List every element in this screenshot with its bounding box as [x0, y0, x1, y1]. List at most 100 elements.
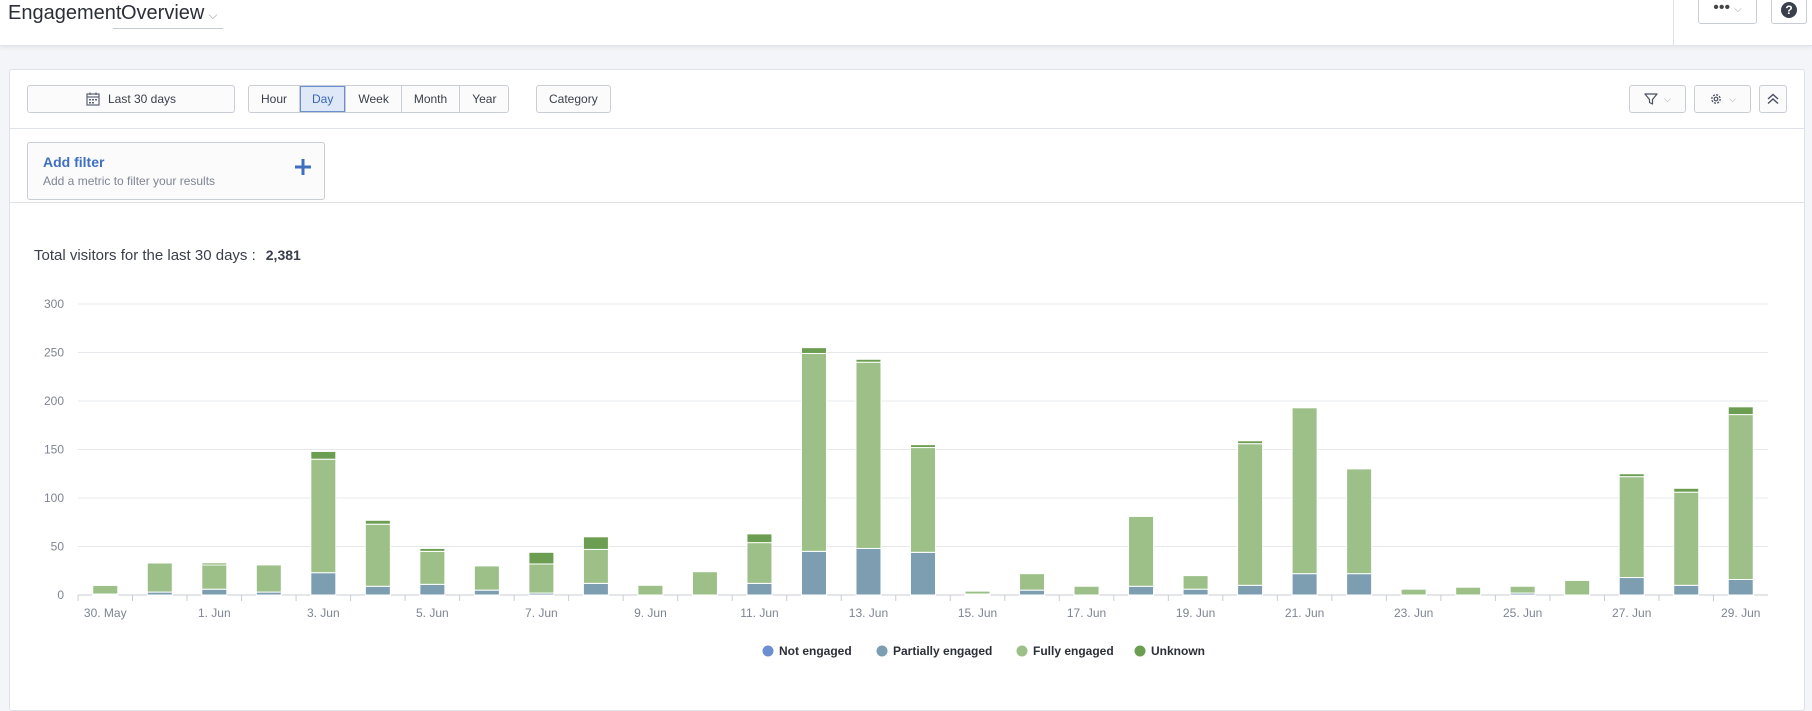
- bar-fully-engaged[interactable]: [1455, 586, 1482, 596]
- calendar-icon: [86, 92, 100, 106]
- bar-partially-engaged[interactable]: [1182, 588, 1209, 596]
- chevron-down-icon: ⌵: [1664, 93, 1671, 104]
- bar-partially-engaged[interactable]: [473, 589, 500, 596]
- report-panel: Last 30 days Hour Day Week Month Year Ca…: [9, 69, 1805, 711]
- bar-partially-engaged[interactable]: [800, 550, 827, 596]
- add-filter-button[interactable]: Add filter Add a metric to filter your r…: [27, 142, 325, 200]
- granularity-year[interactable]: Year: [460, 86, 509, 112]
- bar-partially-engaged[interactable]: [1618, 577, 1645, 596]
- legend-marker: [762, 645, 774, 657]
- bar-partially-engaged[interactable]: [855, 547, 882, 596]
- bar-unknown[interactable]: [1618, 473, 1645, 478]
- total-visitors: Total visitors for the last 30 days : 2,3…: [34, 247, 301, 264]
- bar-unknown[interactable]: [419, 547, 446, 552]
- bar-partially-engaged[interactable]: [1673, 584, 1700, 596]
- legend-item[interactable]: Not engaged: [779, 644, 852, 658]
- bar-partially-engaged[interactable]: [201, 588, 228, 596]
- bar-partially-engaged[interactable]: [419, 583, 446, 596]
- bar-fully-engaged[interactable]: [1073, 585, 1100, 596]
- bar-partially-engaged[interactable]: [1128, 585, 1155, 596]
- bar-fully-engaged[interactable]: [1346, 468, 1373, 575]
- bar-partially-engaged[interactable]: [1019, 589, 1046, 596]
- bar-unknown[interactable]: [310, 450, 337, 460]
- bar-fully-engaged[interactable]: [528, 563, 555, 594]
- legend-item[interactable]: Unknown: [1151, 644, 1205, 658]
- bar-fully-engaged[interactable]: [1618, 476, 1645, 579]
- bar-partially-engaged[interactable]: [364, 585, 391, 596]
- bar-unknown[interactable]: [528, 551, 555, 565]
- x-axis-ticks: 30. May 1. Jun 3. Jun 5. Jun 7. Jun 9. Jun 11.…: [77, 595, 1760, 620]
- bar-fully-engaged[interactable]: [800, 352, 827, 552]
- bar-fully-engaged[interactable]: [910, 447, 936, 553]
- bar-fully-engaged[interactable]: [364, 523, 391, 587]
- bar-fully-engaged[interactable]: [1019, 573, 1046, 591]
- more-options-button[interactable]: ••• ⌵: [1698, 0, 1757, 24]
- bar-unknown[interactable]: [201, 562, 228, 566]
- bar-partially-engaged[interactable]: [310, 572, 337, 596]
- bar-unknown[interactable]: [855, 358, 882, 363]
- bar-fully-engaged[interactable]: [582, 548, 609, 584]
- bar-partially-engaged[interactable]: [582, 582, 609, 596]
- granularity-month[interactable]: Month: [401, 86, 461, 112]
- x-tick-label: 23. Jun: [1394, 606, 1433, 620]
- bar-unknown[interactable]: [582, 536, 609, 550]
- legend-item[interactable]: Partially engaged: [893, 644, 992, 658]
- bar-fully-engaged[interactable]: [1128, 515, 1155, 587]
- bar-fully-engaged[interactable]: [255, 564, 282, 593]
- settings-menu-button[interactable]: ⌵: [1694, 85, 1751, 113]
- add-filter-subtitle: Add a metric to filter your results: [43, 174, 216, 188]
- bar-fully-engaged[interactable]: [1673, 491, 1700, 586]
- legend-item[interactable]: Fully engaged: [1033, 644, 1114, 658]
- bar-fully-engaged[interactable]: [1727, 414, 1754, 580]
- bar-fully-engaged[interactable]: [1400, 588, 1427, 596]
- x-tick-label: 27. Jun: [1612, 606, 1651, 620]
- bar-fully-engaged[interactable]: [746, 542, 773, 584]
- bar-fully-engaged[interactable]: [1237, 443, 1264, 586]
- y-tick-label: 150: [44, 443, 64, 457]
- bar-unknown[interactable]: [92, 583, 119, 586]
- bar-fully-engaged[interactable]: [1509, 585, 1536, 594]
- bar-partially-engaged[interactable]: [1237, 584, 1264, 596]
- bar-fully-engaged[interactable]: [419, 550, 446, 585]
- plus-icon: [295, 159, 311, 175]
- bar-partially-engaged[interactable]: [1346, 573, 1373, 596]
- bar-fully-engaged[interactable]: [92, 584, 119, 595]
- bar-partially-engaged[interactable]: [746, 582, 773, 596]
- date-range-button[interactable]: Last 30 days: [27, 85, 235, 113]
- bar-partially-engaged[interactable]: [910, 551, 936, 596]
- granularity-week[interactable]: Week: [346, 86, 402, 112]
- bar-fully-engaged[interactable]: [691, 571, 718, 596]
- granularity-day[interactable]: Day: [300, 86, 347, 112]
- x-tick-label: 13. Jun: [849, 606, 888, 620]
- chart-bars: [92, 347, 1754, 596]
- bar-partially-engaged[interactable]: [1291, 573, 1318, 596]
- bar-unknown[interactable]: [1237, 440, 1264, 445]
- bar-partially-engaged[interactable]: [1727, 578, 1754, 596]
- view-selector[interactable]: Overview ⌵: [113, 2, 224, 29]
- bar-fully-engaged[interactable]: [1182, 575, 1209, 590]
- bar-unknown[interactable]: [746, 533, 773, 544]
- bar-fully-engaged[interactable]: [1291, 407, 1318, 575]
- help-button[interactable]: ?: [1771, 0, 1807, 24]
- double-chevron-up-icon: [1767, 93, 1779, 105]
- granularity-hour[interactable]: Hour: [249, 86, 301, 112]
- bar-unknown[interactable]: [910, 444, 936, 449]
- bar-fully-engaged[interactable]: [473, 565, 500, 591]
- bar-unknown[interactable]: [800, 347, 827, 354]
- bar-unknown[interactable]: [364, 519, 391, 525]
- x-tick-label: 25. Jun: [1503, 606, 1542, 620]
- bar-fully-engaged[interactable]: [637, 584, 664, 596]
- bar-fully-engaged[interactable]: [146, 562, 173, 593]
- page-title: Engagement: [8, 2, 122, 24]
- gear-icon: [1711, 94, 1721, 104]
- bar-fully-engaged[interactable]: [1564, 579, 1591, 596]
- filter-menu-button[interactable]: ⌵: [1629, 85, 1686, 113]
- bar-fully-engaged[interactable]: [964, 590, 991, 595]
- bar-fully-engaged[interactable]: [855, 361, 882, 549]
- bar-fully-engaged[interactable]: [310, 458, 337, 574]
- bar-unknown[interactable]: [1727, 406, 1754, 416]
- collapse-button[interactable]: [1759, 85, 1787, 113]
- bar-unknown[interactable]: [1673, 487, 1700, 493]
- category-button[interactable]: Category: [536, 85, 611, 113]
- bar-fully-engaged[interactable]: [201, 564, 228, 590]
